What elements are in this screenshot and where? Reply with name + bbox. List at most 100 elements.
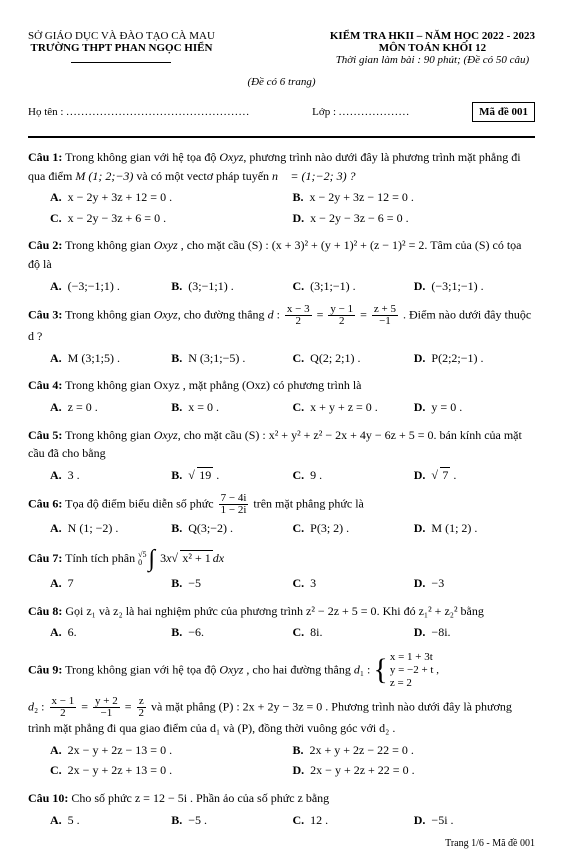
q2-opt-d: D.(−3;1;−1) .	[414, 276, 535, 297]
header-left: SỞ GIÁO DỤC VÀ ĐÀO TẠO CÀ MAU TRƯỜNG THP…	[28, 30, 215, 66]
q6-frac: 7 − 4i1 − 2i	[219, 493, 249, 516]
exam-title: KIỂM TRA HKII – NĂM HỌC 2022 - 2023	[330, 30, 535, 42]
q6-text-a: Tọa độ điểm biểu diễn số phức	[65, 497, 216, 511]
q8-stem: Câu 8: Gọi z₁ và z₂ là hai nghiệm phức c…	[28, 602, 535, 621]
q5-opt-b: B.19 .	[171, 465, 292, 486]
q9-text-b: , cho hai đường thẳng	[243, 662, 354, 676]
q8-opt-d: D.−8i.	[414, 622, 535, 643]
q7-opt-b: B.−5	[171, 573, 292, 594]
q4-opt-b: B.x = 0 .	[171, 397, 292, 418]
q3-opt-d: D.P(2;2;−1) .	[414, 348, 535, 369]
question-3: Câu 3: Trong không gian Oxyz, cho đường …	[28, 304, 535, 368]
q1-num: Câu 1:	[28, 150, 62, 164]
q2-opt-a: A.(−3;−1;1) .	[50, 276, 171, 297]
question-10: Câu 10: Cho số phức z = 12 − 5i . Phần ả…	[28, 789, 535, 830]
q9-stem: Câu 9: Trong không gian với hệ tọa độ Ox…	[28, 651, 535, 691]
q2-opt-b: B.(3;−1;1) .	[171, 276, 292, 297]
department: SỞ GIÁO DỤC VÀ ĐÀO TẠO CÀ MAU	[28, 30, 215, 42]
q8-text-b: . Khi đó z₁² + z₂² bằng	[377, 604, 484, 618]
q6-num: Câu 6:	[28, 497, 62, 511]
q4-options: A.z = 0 . B.x = 0 . C.x + y + z = 0 . D.…	[28, 397, 535, 418]
q6-opt-b: B.Q(3;−2) .	[171, 518, 292, 539]
q1-M: M (1; 2;−3)	[75, 169, 133, 183]
q5-sqrt-19: 19	[188, 466, 213, 485]
q10-num: Câu 10:	[28, 791, 68, 805]
q4-num: Câu 4:	[28, 378, 62, 392]
q1-stem: Câu 1: Trong không gian với hệ tọa độ Ox…	[28, 148, 535, 185]
q8-num: Câu 8:	[28, 604, 62, 618]
class-dots: ...................	[339, 106, 410, 118]
q3-opt-c: C.Q(2; 2;1) .	[293, 348, 414, 369]
question-2: Câu 2: Trong không gian Oxyz , cho mặt c…	[28, 236, 535, 296]
q5-stem: Câu 5: Trong không gian Oxyz, cho mặt cầ…	[28, 426, 535, 463]
q3-frac-2: y − 12	[328, 304, 355, 327]
q9-frac-3: z2	[137, 696, 147, 719]
q9-opt-a: A.2x − y + 2z − 13 = 0 .	[50, 740, 293, 761]
q7-stem: Câu 7: Tính tích phân √50 ∫ 3xx² + 1dx	[28, 547, 535, 571]
q10-opt-b: B.−5 .	[171, 810, 292, 831]
q9-sys2: y = −2 + t ,	[390, 664, 439, 677]
q5-options: A.3 . B.19 . C.9 . D.7 .	[28, 465, 535, 486]
q1-opt-a: A.x − 2y + 3z + 12 = 0 .	[50, 187, 293, 208]
question-1: Câu 1: Trong không gian với hệ tọa độ Ox…	[28, 148, 535, 228]
q9-system: { x = 1 + 3t y = −2 + t , z = 2	[373, 651, 439, 691]
q10-opt-d: D.−5i .	[414, 810, 535, 831]
q3-opt-b: B.N (3;1;−5) .	[171, 348, 292, 369]
question-9: Câu 9: Trong không gian với hệ tọa độ Ox…	[28, 651, 535, 781]
q6-opt-c: C.P(3; 2) .	[293, 518, 414, 539]
name-row: Họ tên : ...............................…	[28, 102, 535, 122]
question-5: Câu 5: Trong không gian Oxyz, cho mặt cầ…	[28, 426, 535, 486]
q7-integral: √50 ∫	[138, 547, 157, 571]
q10-text: Cho số phức z = 12 − 5i . Phần ảo của số…	[71, 791, 329, 805]
q5-opt-c: C.9 .	[293, 465, 414, 486]
q10-options: A.5 . B.−5 . C.12 . D.−5i .	[28, 810, 535, 831]
q5-sqrt-7: 7	[431, 466, 450, 485]
q4-opt-a: A.z = 0 .	[50, 397, 171, 418]
q2-text-a: Trong không gian	[65, 238, 154, 252]
q1-text-a: Trong không gian với hệ tọa độ	[65, 150, 219, 164]
q8-opt-c: C.8i.	[293, 622, 414, 643]
q2-num: Câu 2:	[28, 238, 62, 252]
q5-text-a: Trong không gian	[65, 428, 154, 442]
q3-frac-3: z + 5−1	[372, 304, 398, 327]
q6-text-b: trên mặt phẳng phức là	[253, 497, 363, 511]
q9-frac-1: x − 12	[50, 696, 77, 719]
q8-eq: z² − 2z + 5 = 0	[306, 604, 377, 618]
question-7: Câu 7: Tính tích phân √50 ∫ 3xx² + 1dx A…	[28, 547, 535, 594]
q6-stem: Câu 6: Tọa độ điểm biểu diễn số phức 7 −…	[28, 493, 535, 516]
header-right: KIỂM TRA HKII – NĂM HỌC 2022 - 2023 MÔN …	[330, 30, 535, 66]
q3-num: Câu 3:	[28, 307, 62, 321]
q9-opt-d: D.2x − y + 2z + 22 = 0 .	[293, 760, 536, 781]
q3-text-a: Trong không gian	[65, 307, 154, 321]
header: SỞ GIÁO DỤC VÀ ĐÀO TẠO CÀ MAU TRƯỜNG THP…	[28, 30, 535, 66]
q5-num: Câu 5:	[28, 428, 62, 442]
q8-options: A.6. B.−6. C.8i. D.−8i.	[28, 622, 535, 643]
school: TRƯỜNG THPT PHAN NGỌC HIỂN	[28, 42, 215, 54]
q7-opt-a: A.7	[50, 573, 171, 594]
q9-opt-b: B.2x + y + 2z − 22 = 0 .	[293, 740, 536, 761]
q3-opt-a: A.M (3;1;5) .	[50, 348, 171, 369]
q1-opt-d: D.x − 2y − 3z − 6 = 0 .	[293, 208, 536, 229]
q5-text-b: , cho mặt cầu	[178, 428, 245, 442]
q9-text-a: Trong không gian với hệ tọa độ	[65, 662, 219, 676]
question-8: Câu 8: Gọi z₁ và z₂ là hai nghiệm phức c…	[28, 602, 535, 643]
name-dots: ........................................…	[66, 106, 250, 118]
q9-sys1: x = 1 + 3t	[390, 651, 439, 664]
q2-options: A.(−3;−1;1) . B.(3;−1;1) . C.(3;1;−1) . …	[28, 276, 535, 297]
q7-opt-c: C.3	[293, 573, 414, 594]
q8-text-a: Gọi z₁ và z₂ là hai nghiệm phức của phươ…	[65, 604, 306, 618]
q5-opt-d: D.7 .	[414, 465, 535, 486]
q2-text-b: , cho mặt cầu	[178, 238, 248, 252]
q9-sys3: z = 2	[390, 677, 439, 690]
q10-opt-c: C.12 .	[293, 810, 414, 831]
duration: Thời gian làm bài : 90 phút; (Đề có 50 c…	[330, 54, 535, 66]
q3-stem: Câu 3: Trong không gian Oxyz, cho đường …	[28, 304, 535, 346]
q2-S: (S) : (x + 3)² + (y + 1)² + (z − 1)² = 2	[248, 238, 425, 252]
q4-opt-d: D.y = 0 .	[414, 397, 535, 418]
page-note: (Đề có 6 trang)	[28, 76, 535, 88]
divider	[28, 136, 535, 138]
q9-options: A.2x − y + 2z − 13 = 0 . B.2x + y + 2z −…	[28, 740, 535, 781]
class-label: Lớp :	[312, 106, 336, 118]
q2-opt-c: C.(3;1;−1) .	[293, 276, 414, 297]
q1-n: n⃗ = (1;−2; 3) ?	[272, 169, 356, 183]
